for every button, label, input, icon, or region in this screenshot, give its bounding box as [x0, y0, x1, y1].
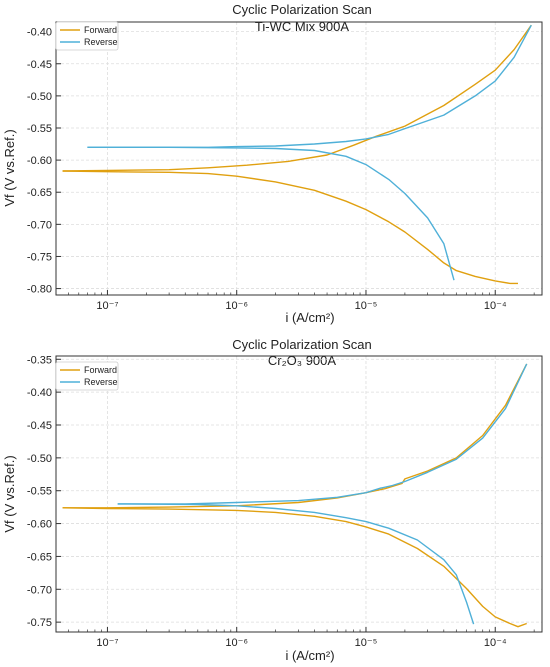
series-line-reverse [117, 363, 528, 505]
chart-subtitle: Ti-WC Mix 900A [255, 19, 349, 34]
y-tick-label: -0.45 [27, 420, 52, 432]
y-tick-label: -0.75 [27, 251, 52, 263]
x-axis-label: i (A/cm²) [285, 310, 334, 325]
legend-label-forward: Forward [84, 365, 117, 375]
y-axis-label: Vf (V vs.Ref.) [2, 455, 17, 532]
chart-top: Cyclic Polarization Scan Ti-WC Mix 900A … [2, 2, 543, 325]
series-line-reverse [87, 146, 455, 281]
x-tick-label: 10⁻⁵ [355, 300, 378, 312]
plot-frame [55, 21, 543, 296]
x-tick-label: 10⁻⁷ [96, 637, 118, 649]
legend-label-forward: Forward [84, 25, 117, 35]
legend-box [55, 361, 119, 391]
x-tick-label: 10⁻⁶ [225, 637, 248, 649]
y-tick-label: -0.60 [27, 155, 52, 167]
x-tick-label: 10⁻⁵ [355, 637, 378, 649]
chart-bottom: Cyclic Polarization Scan Cr₂O₃ 900A 10⁻⁷… [2, 337, 543, 663]
legend: Forward Reverse [55, 361, 119, 391]
y-tick-label: -0.40 [27, 27, 52, 39]
y-tick-label: -0.50 [27, 91, 52, 103]
legend-box [55, 21, 119, 51]
y-tick-label: -0.65 [27, 187, 52, 199]
y-tick-label: -0.45 [27, 59, 52, 71]
series-line-forward [62, 507, 527, 628]
legend-label-reverse: Reverse [84, 377, 118, 387]
y-axis-label: Vf (V vs.Ref.) [2, 129, 17, 206]
series-line-forward [62, 24, 532, 172]
y-tick-label: -0.75 [27, 617, 52, 629]
y-tick-label: -0.35 [27, 354, 52, 366]
series-line-forward [62, 170, 518, 285]
plot-frame [55, 355, 543, 633]
legend: Forward Reverse [55, 21, 119, 51]
x-tick-label: 10⁻⁴ [484, 637, 507, 649]
chart-title: Cyclic Polarization Scan [232, 2, 371, 17]
x-tick-label: 10⁻⁶ [225, 300, 248, 312]
y-tick-label: -0.65 [27, 551, 52, 563]
legend-label-reverse: Reverse [84, 37, 118, 47]
chart-title: Cyclic Polarization Scan [232, 337, 371, 352]
x-axis-label: i (A/cm²) [285, 648, 334, 663]
x-tick-label: 10⁻⁷ [96, 300, 118, 312]
series-line-forward [62, 363, 528, 509]
y-tick-label: -0.80 [27, 284, 52, 296]
y-tick-label: -0.70 [27, 584, 52, 596]
series-line-reverse [117, 503, 475, 625]
x-tick-label: 10⁻⁴ [484, 300, 507, 312]
y-tick-label: -0.40 [27, 387, 52, 399]
y-tick-label: -0.60 [27, 519, 52, 531]
y-tick-label: -0.70 [27, 219, 52, 231]
chart-subtitle: Cr₂O₃ 900A [268, 353, 336, 368]
y-tick-label: -0.55 [27, 486, 52, 498]
y-tick-label: -0.50 [27, 453, 52, 465]
y-tick-label: -0.55 [27, 123, 52, 135]
